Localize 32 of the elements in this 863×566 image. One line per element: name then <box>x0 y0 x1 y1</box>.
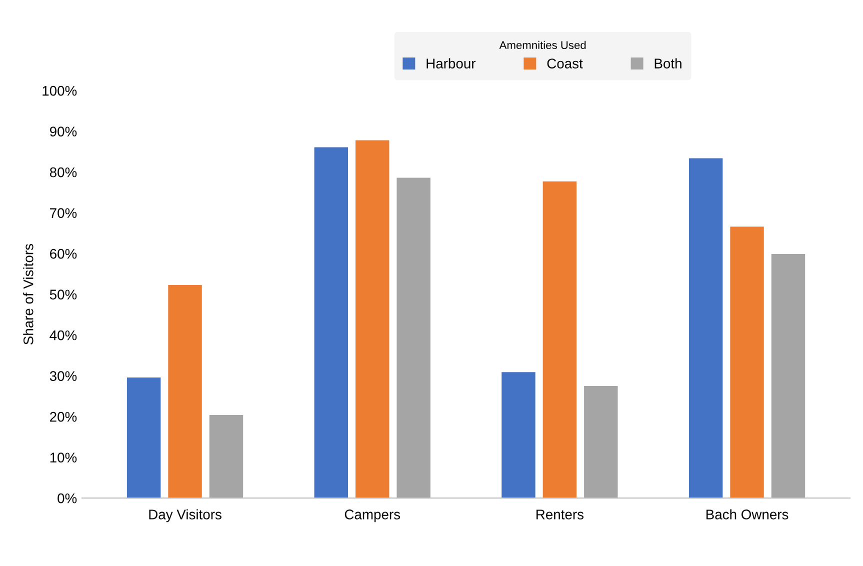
bar <box>126 377 161 498</box>
y-tick-label: 50% <box>50 290 77 300</box>
bar <box>730 226 764 498</box>
bar <box>314 147 348 498</box>
y-tick-label: 70% <box>50 208 77 218</box>
y-tick-label: 100% <box>42 86 77 96</box>
bar <box>542 181 577 498</box>
x-tick-label: Renters <box>536 510 584 520</box>
legend-label: Harbour <box>426 58 476 68</box>
bar <box>771 254 806 498</box>
y-tick-label: 90% <box>50 126 77 136</box>
legend-label: Both <box>654 58 682 68</box>
x-tick-label: Bach Owners <box>706 509 788 520</box>
x-tick-label: Day Visitors <box>149 509 222 522</box>
y-tick-label: 10% <box>50 452 77 462</box>
y-tick-label: 0% <box>58 493 77 504</box>
bar <box>688 158 723 498</box>
bar <box>502 372 536 498</box>
y-tick-label: 40% <box>50 330 77 340</box>
y-tick-label: 20% <box>50 412 77 422</box>
y-axis-title: Share of Visitors <box>23 244 34 345</box>
legend-title: Amemnities Used <box>499 40 586 50</box>
bar <box>584 386 618 498</box>
bar <box>168 284 202 498</box>
y-tick-label: 60% <box>50 248 77 259</box>
bar <box>396 178 430 498</box>
x-tick-label: Campers <box>344 510 400 522</box>
bar <box>209 414 244 498</box>
y-tick-label: 30% <box>50 371 77 381</box>
legend-label: Coast <box>547 58 583 68</box>
bar <box>355 140 390 498</box>
y-tick-label: 80% <box>50 167 77 178</box>
